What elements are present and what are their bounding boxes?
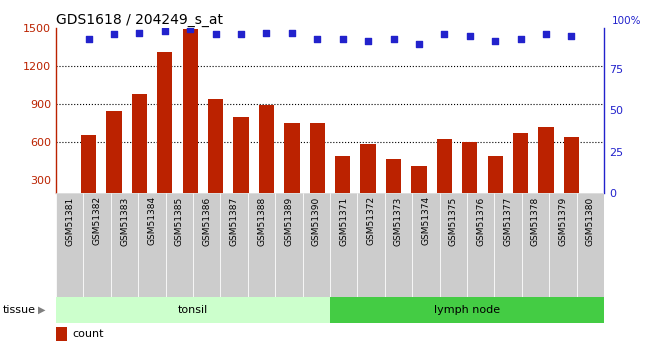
Point [83,37,94,42]
Point [515,37,526,42]
Point [465,33,475,39]
Text: GSM51389: GSM51389 [284,196,294,246]
FancyBboxPatch shape [166,193,193,297]
Text: ▶: ▶ [38,305,46,315]
Point [566,33,577,39]
FancyBboxPatch shape [83,193,111,297]
Text: GSM51387: GSM51387 [230,196,239,246]
Text: count: count [73,329,104,339]
Text: GSM51382: GSM51382 [92,196,102,245]
Bar [539,127,554,219]
Text: GSM51388: GSM51388 [257,196,266,246]
FancyBboxPatch shape [440,193,467,297]
FancyBboxPatch shape [577,193,604,297]
Text: GSM51373: GSM51373 [394,196,403,246]
Point [541,31,551,37]
Point [286,30,297,35]
Bar [386,159,401,219]
Bar [132,94,147,219]
Point [490,38,500,43]
Bar [259,105,274,219]
Bar [437,139,452,219]
Bar [330,297,604,323]
Text: GSM51386: GSM51386 [202,196,211,246]
Bar [234,117,249,219]
FancyBboxPatch shape [220,193,248,297]
FancyBboxPatch shape [549,193,577,297]
Text: 100%: 100% [612,16,642,26]
Point [211,31,221,37]
Text: tonsil: tonsil [178,305,208,315]
Point [238,240,248,246]
Point [337,37,348,42]
Bar [106,111,121,219]
Text: GSM51378: GSM51378 [531,196,540,246]
Bar [310,122,325,219]
Bar [564,137,579,219]
Text: GSM51381: GSM51381 [65,196,75,246]
FancyBboxPatch shape [248,193,275,297]
Text: GSM51376: GSM51376 [476,196,485,246]
Point [312,37,323,42]
Text: GSM51377: GSM51377 [504,196,513,246]
Bar [56,327,67,341]
Bar [462,142,477,219]
Point [388,37,399,42]
FancyBboxPatch shape [302,193,330,297]
FancyBboxPatch shape [111,193,139,297]
FancyBboxPatch shape [494,193,521,297]
FancyBboxPatch shape [412,193,440,297]
Bar [208,99,223,219]
Bar [335,156,350,219]
Point [261,30,272,35]
Bar [488,156,503,219]
FancyBboxPatch shape [193,193,220,297]
Text: GSM51385: GSM51385 [175,196,184,246]
Point [160,28,170,34]
Bar [81,135,96,219]
Point [236,31,246,37]
Point [109,31,119,37]
Bar [157,52,172,219]
Bar [411,166,426,219]
Text: GSM51384: GSM51384 [147,196,156,245]
Bar [513,133,528,219]
Text: GSM51379: GSM51379 [558,196,568,246]
Text: GSM51375: GSM51375 [449,196,458,246]
Text: GSM51390: GSM51390 [312,196,321,246]
FancyBboxPatch shape [138,193,166,297]
Bar [360,144,376,219]
Point [134,30,145,35]
Text: lymph node: lymph node [434,305,500,315]
Bar [284,122,300,219]
Bar [56,297,330,323]
FancyBboxPatch shape [385,193,412,297]
Text: GSM51383: GSM51383 [120,196,129,246]
FancyBboxPatch shape [358,193,385,297]
Point [414,41,424,47]
FancyBboxPatch shape [330,193,358,297]
Text: GSM51380: GSM51380 [585,196,595,246]
FancyBboxPatch shape [56,193,83,297]
Text: tissue: tissue [3,305,36,315]
Point [439,31,449,37]
Point [363,38,374,43]
Bar [183,29,198,219]
Text: GSM51372: GSM51372 [366,196,376,245]
Text: GSM51374: GSM51374 [421,196,430,245]
Text: GDS1618 / 204249_s_at: GDS1618 / 204249_s_at [56,12,223,27]
Point [185,27,195,32]
FancyBboxPatch shape [275,193,302,297]
Text: GSM51371: GSM51371 [339,196,348,246]
FancyBboxPatch shape [467,193,494,297]
FancyBboxPatch shape [521,193,549,297]
